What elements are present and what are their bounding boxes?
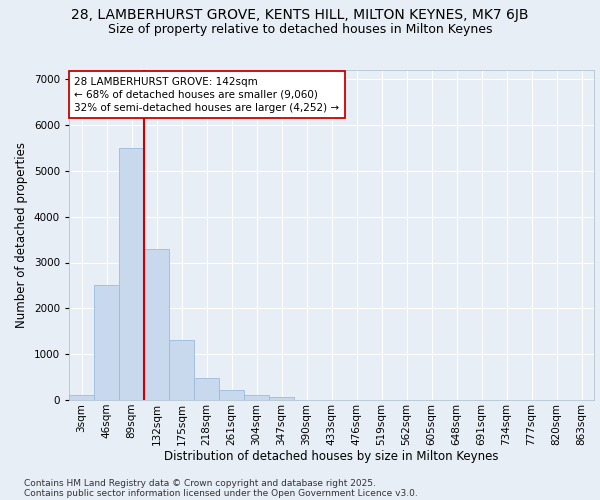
Text: Size of property relative to detached houses in Milton Keynes: Size of property relative to detached ho… bbox=[108, 22, 492, 36]
Bar bbox=[219, 390, 244, 400]
Bar bbox=[144, 248, 169, 400]
Bar bbox=[69, 396, 94, 400]
Bar bbox=[169, 340, 194, 400]
Bar bbox=[94, 286, 119, 400]
Bar bbox=[269, 397, 294, 400]
Text: Contains HM Land Registry data © Crown copyright and database right 2025.: Contains HM Land Registry data © Crown c… bbox=[24, 478, 376, 488]
Text: 28 LAMBERHURST GROVE: 142sqm
← 68% of detached houses are smaller (9,060)
32% of: 28 LAMBERHURST GROVE: 142sqm ← 68% of de… bbox=[74, 76, 340, 113]
Text: Contains public sector information licensed under the Open Government Licence v3: Contains public sector information licen… bbox=[24, 488, 418, 498]
Y-axis label: Number of detached properties: Number of detached properties bbox=[15, 142, 28, 328]
Bar bbox=[244, 396, 269, 400]
X-axis label: Distribution of detached houses by size in Milton Keynes: Distribution of detached houses by size … bbox=[164, 450, 499, 464]
Bar bbox=[119, 148, 144, 400]
Bar bbox=[194, 378, 219, 400]
Text: 28, LAMBERHURST GROVE, KENTS HILL, MILTON KEYNES, MK7 6JB: 28, LAMBERHURST GROVE, KENTS HILL, MILTO… bbox=[71, 8, 529, 22]
